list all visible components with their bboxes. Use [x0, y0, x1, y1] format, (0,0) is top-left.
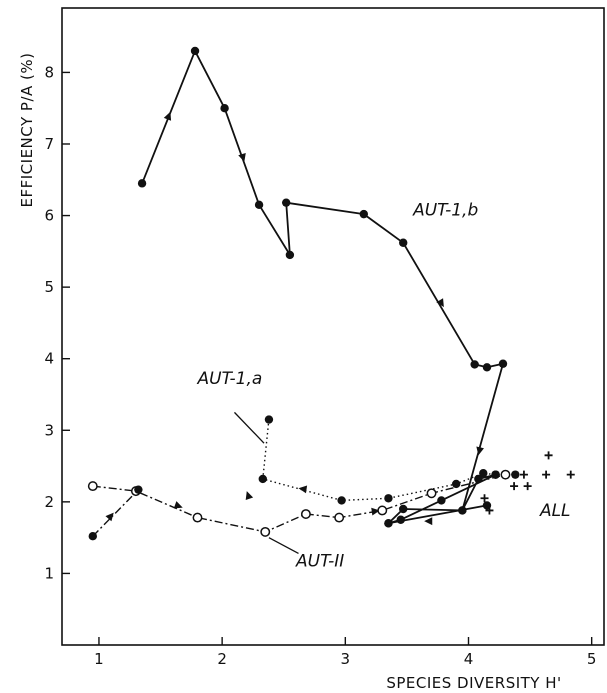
data-point-aut-1-b: [498, 359, 508, 368]
data-point-all: [519, 470, 528, 479]
direction-arrow: [371, 507, 380, 516]
data-point-all: [542, 470, 551, 479]
direction-arrow: [436, 298, 444, 308]
data-points: [87, 46, 575, 541]
y-axis: 1 2 3 4 5 6 7 8: [44, 63, 70, 582]
y-tick-label: 6: [44, 207, 54, 225]
data-point-aut-1-b: [470, 360, 479, 369]
x-axis: 1 2 3 4 5: [94, 637, 596, 668]
data-point-aut-ii: [426, 488, 437, 499]
data-point-series-4: [437, 496, 446, 505]
leader-line: [233, 411, 265, 444]
data-point-aut-1-b: [285, 250, 295, 260]
data-point-aut-1-b: [281, 198, 291, 207]
data-point-aut-ii: [377, 505, 388, 516]
data-point-all: [480, 494, 489, 503]
leader-line: [268, 537, 299, 554]
series-label-aut-ii: AUT-II: [295, 551, 344, 571]
direction-arrow: [105, 512, 114, 522]
y-tick-label: 4: [44, 350, 54, 368]
plot-frame: [61, 7, 605, 646]
plot-border: [61, 7, 605, 646]
y-tick-label: 8: [44, 63, 54, 81]
x-tick-label: 5: [587, 650, 597, 668]
data-point-aut-ii: [87, 481, 98, 492]
data-point-aut-1-a: [451, 479, 461, 489]
data-point-all: [523, 482, 532, 491]
x-axis-title: SPECIES DIVERSITY H': [386, 674, 561, 692]
series-line-aut-1-b: [141, 50, 504, 511]
data-point-aut-1-a: [511, 470, 520, 479]
data-point-series-4: [491, 470, 500, 479]
data-point-aut-1-b: [254, 200, 264, 210]
y-tick-label: 1: [44, 564, 54, 582]
leader-lines: [233, 411, 299, 554]
data-point-aut-1-a: [258, 474, 267, 484]
x-tick-label: 1: [94, 650, 104, 668]
data-point-aut-1-a: [337, 496, 346, 505]
series-label-aut-1-b: AUT-1,b: [412, 201, 478, 221]
direction-arrow: [298, 485, 308, 494]
direction-arrow: [163, 111, 172, 121]
data-point-aut-1-a: [479, 469, 488, 478]
data-point-all: [566, 470, 575, 479]
x-tick-label: 3: [341, 650, 351, 668]
data-point-aut-1-a: [264, 415, 274, 424]
data-point-series-4: [384, 519, 393, 528]
series-line-series-3: [92, 489, 139, 537]
data-point-series-4: [474, 474, 483, 484]
data-point-series-4: [458, 506, 467, 515]
series-label-all: ALL: [539, 501, 571, 521]
data-point-series-4: [396, 515, 405, 524]
arrow-markers: [105, 111, 484, 526]
direction-arrow: [245, 491, 254, 501]
data-point-all: [485, 506, 494, 515]
data-point-aut-ii: [334, 512, 345, 523]
data-point-aut-1-b: [482, 363, 492, 372]
data-point-series-4: [399, 504, 408, 514]
x-tick-label: 2: [217, 650, 227, 668]
y-axis-title: EFFICIENCY P/A (%): [18, 53, 36, 208]
data-point-series-3: [88, 532, 97, 541]
direction-arrow: [238, 153, 246, 162]
direction-arrow: [173, 501, 183, 509]
direction-arrow: [424, 517, 433, 526]
series-labels: AUT-1,b AUT-1,a AUT-II ALL: [197, 201, 571, 572]
y-tick-label: 7: [44, 135, 54, 153]
data-point-aut-1-b: [220, 104, 229, 113]
data-point-aut-1-a: [384, 494, 393, 503]
data-point-aut-ii: [260, 526, 271, 537]
data-point-aut-1-b: [137, 179, 147, 188]
series-lines: [92, 50, 516, 537]
data-point-all: [510, 482, 519, 491]
data-point-aut-1-b: [399, 238, 408, 247]
y-tick-label: 3: [44, 421, 54, 439]
series-label-aut-1-a: AUT-1,a: [197, 369, 263, 389]
x-tick-label: 4: [464, 650, 474, 668]
data-point-series-3: [134, 485, 143, 494]
data-point-aut-ii: [192, 512, 203, 523]
data-point-aut-1-b: [359, 209, 368, 219]
data-point-all: [544, 451, 553, 460]
y-tick-label: 2: [44, 493, 54, 511]
direction-arrow: [476, 446, 484, 456]
data-point-aut-1-b: [190, 46, 200, 56]
data-point-aut-ii: [300, 509, 311, 519]
y-tick-label: 5: [44, 278, 54, 296]
data-point-aut-ii: [500, 469, 511, 480]
